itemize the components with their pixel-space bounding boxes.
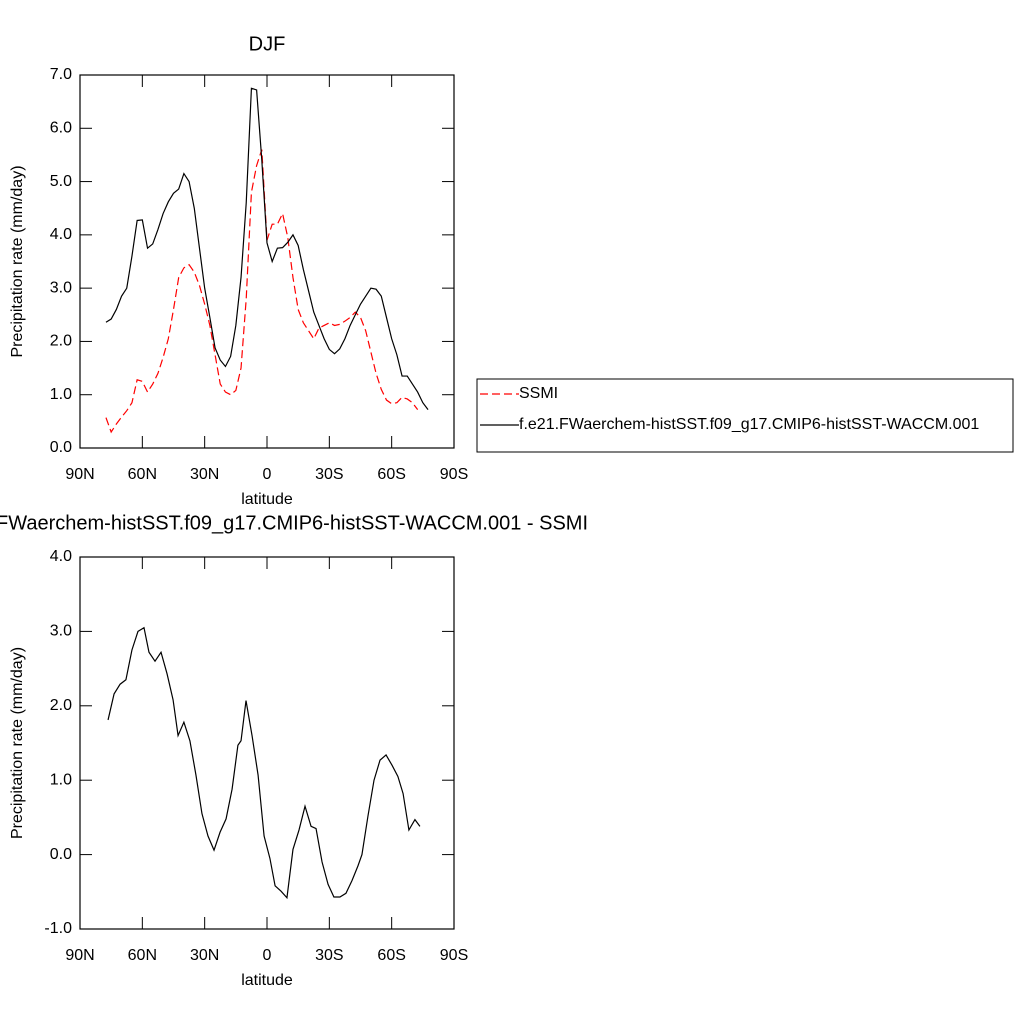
x-tick-label: 0 [263, 466, 272, 483]
y-axis-label: Precipitation rate (mm/day) [9, 647, 26, 839]
y-tick-label: 5.0 [50, 173, 72, 190]
y-tick-label: 4.0 [50, 548, 72, 565]
legend-label: SSMI [519, 385, 558, 402]
y-tick-label: 1.0 [50, 386, 72, 403]
y-tick-label: 0.0 [50, 439, 72, 456]
x-tick-label: 60S [377, 466, 405, 483]
data-line [105, 87, 429, 410]
y-tick-label: 6.0 [50, 120, 72, 137]
plot-frame [79, 74, 455, 449]
x-tick-label: 90S [440, 466, 468, 483]
legend-box [476, 378, 1014, 453]
data-line [107, 626, 421, 900]
x-tick-label: 60N [128, 947, 157, 964]
x-tick-label: 90N [65, 466, 94, 483]
x-tick-label: 60S [377, 947, 405, 964]
x-axis-label: latitude [241, 491, 293, 508]
y-axis-label: Precipitation rate (mm/day) [9, 165, 26, 357]
y-tick-label: 0.0 [50, 846, 72, 863]
x-tick-label: 30N [190, 947, 219, 964]
x-tick-label: 0 [263, 947, 272, 964]
x-tick-label: 30S [315, 466, 343, 483]
y-tick-label: 1.0 [50, 771, 72, 788]
y-tick-label: 2.0 [50, 333, 72, 350]
y-tick-label: 7.0 [50, 66, 72, 83]
x-tick-label: 90S [440, 947, 468, 964]
x-tick-label: 30S [315, 947, 343, 964]
y-tick-label: -1.0 [44, 920, 72, 937]
y-tick-label: 4.0 [50, 226, 72, 243]
y-tick-label: 3.0 [50, 279, 72, 296]
plot-frame [79, 556, 455, 930]
chart-title: DJF [249, 33, 286, 55]
x-tick-label: 30N [190, 466, 219, 483]
x-axis-label: latitude [241, 972, 293, 989]
legend-label: f.e21.FWaerchem-histSST.f09_g17.CMIP6-hi… [519, 416, 979, 433]
x-tick-label: 60N [128, 466, 157, 483]
data-line [105, 149, 419, 434]
chart-title: f.e21.FWaerchem-histSST.f09_g17.CMIP6-hi… [0, 512, 588, 534]
x-tick-label: 90N [65, 947, 94, 964]
y-tick-label: 3.0 [50, 623, 72, 640]
y-tick-label: 2.0 [50, 697, 72, 714]
